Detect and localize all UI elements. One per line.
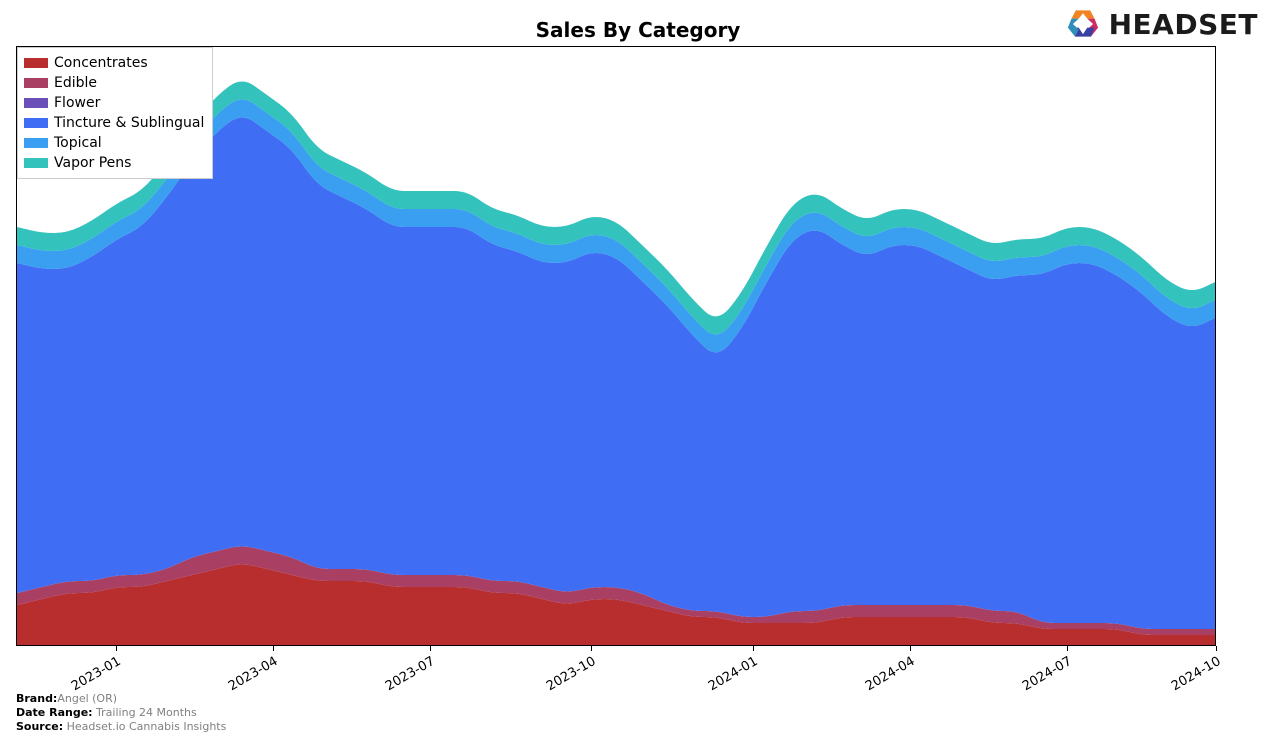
legend-item: Edible — [24, 73, 204, 93]
legend-label: Topical — [54, 133, 102, 153]
legend-label: Edible — [54, 73, 97, 93]
footer-date-range: Date Range: Trailing 24 Months — [16, 706, 226, 720]
legend-label: Concentrates — [54, 53, 148, 73]
headset-logo-text: HEADSET — [1109, 8, 1258, 41]
footer-source: Source: Headset.io Cannabis Insights — [16, 720, 226, 734]
legend-item: Vapor Pens — [24, 153, 204, 173]
x-tick-mark — [1067, 646, 1068, 651]
legend-swatch — [24, 158, 48, 168]
headset-logo-icon — [1065, 6, 1101, 42]
legend-swatch — [24, 78, 48, 88]
x-tick-label: 2024-07 — [1020, 654, 1075, 694]
x-tick-label: 2023-01 — [69, 654, 124, 694]
footer-brand: Brand:Angel (OR) — [16, 692, 226, 706]
legend-item: Flower — [24, 93, 204, 113]
x-tick-label: 2024-04 — [863, 654, 918, 694]
legend-swatch — [24, 138, 48, 148]
x-tick-mark — [591, 646, 592, 651]
footer-metadata: Brand:Angel (OR) Date Range: Trailing 24… — [16, 692, 226, 734]
x-tick-mark — [753, 646, 754, 651]
headset-logo: HEADSET — [1065, 6, 1258, 42]
x-tick-label: 2023-04 — [226, 654, 281, 694]
legend: ConcentratesEdibleFlowerTincture & Subli… — [17, 47, 213, 179]
legend-swatch — [24, 58, 48, 68]
legend-label: Vapor Pens — [54, 153, 131, 173]
x-tick-label: 2024-10 — [1169, 654, 1224, 694]
legend-label: Tincture & Sublingual — [54, 113, 204, 133]
legend-swatch — [24, 98, 48, 108]
area-series — [17, 118, 1216, 630]
x-tick-mark — [1216, 646, 1217, 651]
legend-swatch — [24, 118, 48, 128]
legend-item: Concentrates — [24, 53, 204, 73]
x-tick-mark — [430, 646, 431, 651]
x-tick-mark — [910, 646, 911, 651]
x-tick-label: 2023-07 — [383, 654, 438, 694]
legend-label: Flower — [54, 93, 100, 113]
legend-item: Tincture & Sublingual — [24, 113, 204, 133]
x-tick-label: 2024-01 — [706, 654, 761, 694]
legend-item: Topical — [24, 133, 204, 153]
x-tick-mark — [116, 646, 117, 651]
x-tick-label: 2023-10 — [544, 654, 599, 694]
x-tick-mark — [273, 646, 274, 651]
